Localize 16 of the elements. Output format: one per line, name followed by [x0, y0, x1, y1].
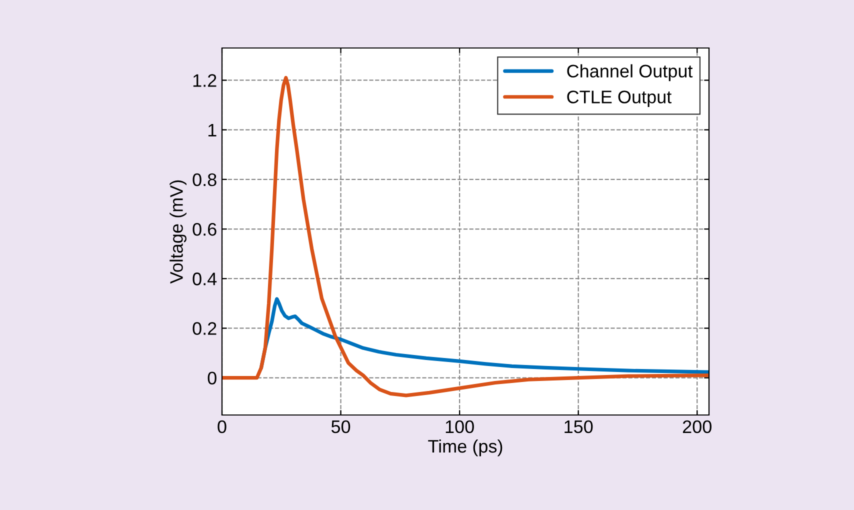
legend-label: CTLE Output — [567, 90, 672, 107]
y-tick-label: 1.2 — [193, 74, 216, 87]
x-tick-label: 0 — [218, 420, 226, 434]
x-tick-label: 100 — [446, 420, 474, 434]
x-axis-title: Time (ps) — [428, 439, 502, 456]
y-axis-title: Voltage (mV) — [170, 180, 186, 284]
x-tick-label: 150 — [564, 420, 593, 434]
y-tick-label: 0.6 — [192, 222, 216, 236]
y-tick-label: 0.2 — [192, 322, 216, 335]
y-tick-label: 0 — [208, 372, 216, 385]
y-tick-label: 1 — [208, 124, 216, 136]
x-tick-label: 200 — [682, 420, 712, 434]
x-tick-label: 50 — [331, 420, 350, 434]
legend-label: Channel Output — [567, 64, 693, 82]
y-tick-label: 0.4 — [192, 272, 217, 286]
y-tick-label: 0.8 — [192, 173, 216, 186]
